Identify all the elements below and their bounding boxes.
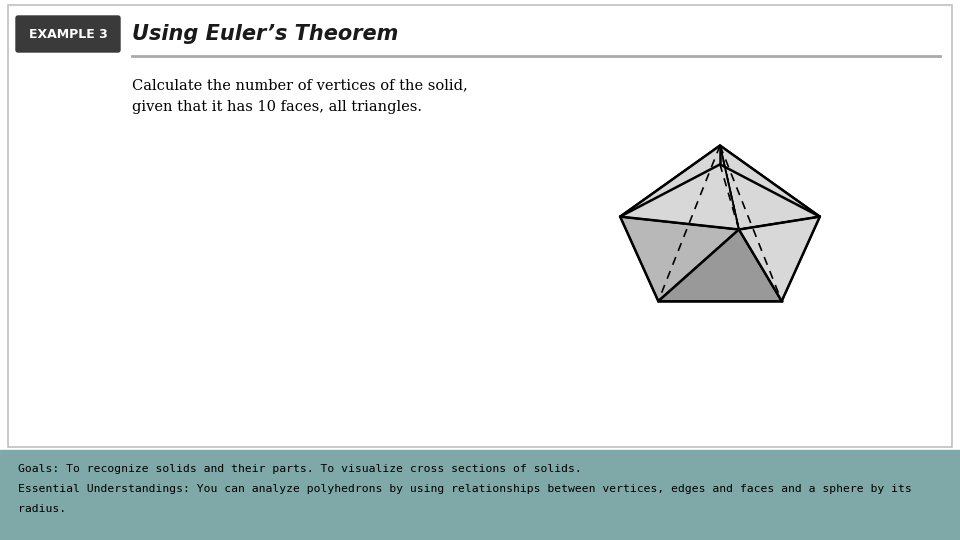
Polygon shape	[720, 145, 820, 217]
Bar	[8, 5, 952, 447]
Text: EXAMPLE 3: EXAMPLE 3	[29, 28, 108, 40]
Text: Goals: To recognize solids and their parts. To visualize cross sections of solid: Goals: To recognize solids and their par…	[18, 464, 582, 474]
FancyBboxPatch shape	[16, 16, 120, 52]
Text: Calculate the number of vertices of the solid,: Calculate the number of vertices of the …	[132, 78, 468, 92]
Text: given that it has 10 faces, all triangles.: given that it has 10 faces, all triangle…	[132, 100, 422, 114]
Polygon shape	[739, 217, 820, 301]
Polygon shape	[720, 145, 820, 230]
Text: radius.: radius.	[18, 504, 66, 514]
Polygon shape	[620, 145, 720, 217]
Bar	[0, 450, 960, 540]
Text: Using Euler’s Theorem: Using Euler’s Theorem	[132, 24, 398, 44]
Text: Essential Understandings: You can analyze polyhedrons by using relationships bet: Essential Understandings: You can analyz…	[18, 484, 912, 494]
Polygon shape	[659, 230, 781, 301]
Polygon shape	[620, 217, 739, 301]
Polygon shape	[620, 145, 739, 230]
